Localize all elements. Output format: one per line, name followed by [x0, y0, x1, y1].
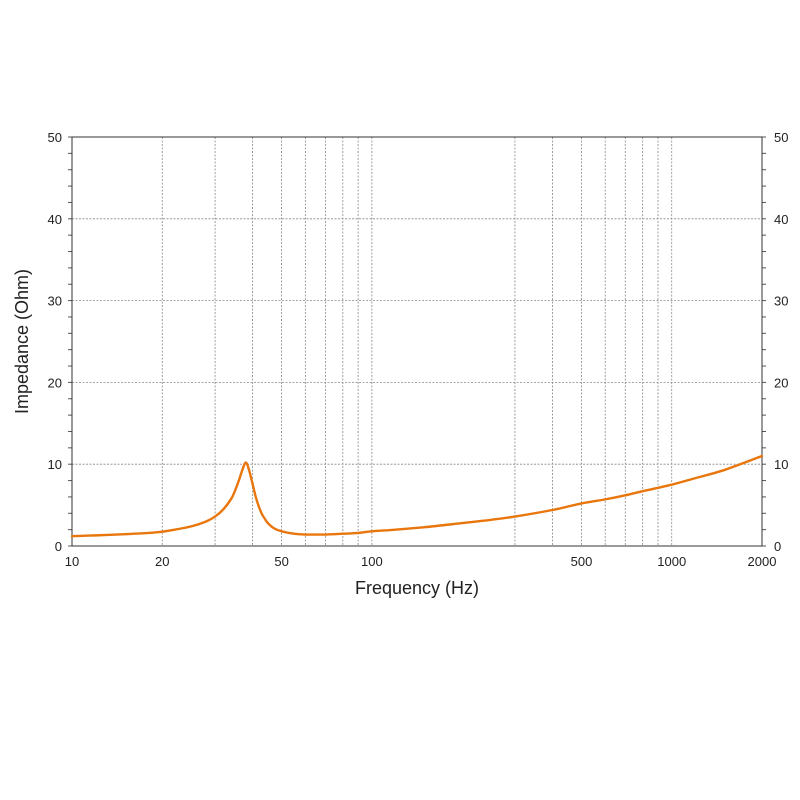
y-tick-label-left: 30 — [48, 294, 62, 309]
y-tick-label-left: 50 — [48, 130, 62, 145]
x-tick-label: 10 — [65, 554, 79, 569]
y-axis-label: Impedance (Ohm) — [12, 269, 32, 414]
y-tick-label-right: 10 — [774, 457, 788, 472]
x-tick-labels: 10 20 50 100 500 1000 2000 — [65, 554, 777, 569]
minor-ticks — [68, 136, 766, 547]
x-tick-label: 1000 — [657, 554, 686, 569]
y-tick-label-left: 10 — [48, 457, 62, 472]
x-tick-label: 100 — [361, 554, 383, 569]
series-line-0 — [70, 454, 764, 538]
x-tick-label: 500 — [571, 554, 593, 569]
y-tick-label-right: 20 — [774, 375, 788, 390]
y-tick-label-left: 40 — [48, 212, 62, 227]
y-tick-label-right: 30 — [774, 294, 788, 309]
y-tick-label-left: 20 — [48, 375, 62, 390]
x-axis-label: Frequency (Hz) — [355, 578, 479, 598]
x-tick-label: 50 — [274, 554, 288, 569]
y-tick-label-left: 0 — [55, 539, 62, 554]
y-tick-label-right: 50 — [774, 130, 788, 145]
y-tick-label-right: 40 — [774, 212, 788, 227]
x-tick-label: 20 — [155, 554, 169, 569]
x-tick-label: 2000 — [748, 554, 777, 569]
y-tick-labels: 0 0 10 10 20 20 30 30 40 40 50 50 — [48, 130, 789, 554]
plot-frame — [71, 136, 763, 547]
series-layer — [70, 454, 764, 538]
grid-lines — [72, 137, 762, 546]
y-tick-label-right: 0 — [774, 539, 781, 554]
